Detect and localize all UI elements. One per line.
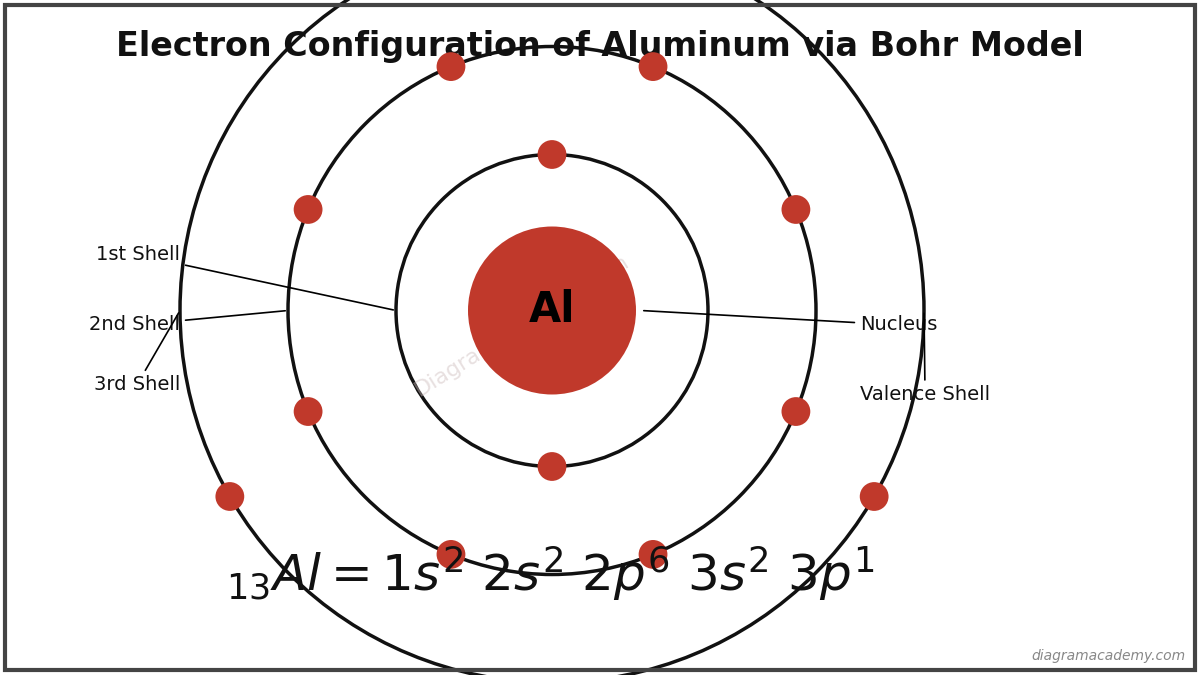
- Text: 3rd Shell: 3rd Shell: [94, 313, 180, 394]
- Text: 2nd Shell: 2nd Shell: [89, 310, 286, 335]
- Circle shape: [538, 452, 566, 481]
- Circle shape: [468, 227, 636, 394]
- Circle shape: [781, 195, 810, 224]
- Circle shape: [437, 540, 466, 569]
- Circle shape: [437, 52, 466, 81]
- Circle shape: [859, 482, 888, 511]
- Text: Al: Al: [529, 290, 575, 331]
- Circle shape: [294, 397, 323, 426]
- Circle shape: [216, 482, 245, 511]
- Text: Diagramacademy.com: Diagramacademy.com: [412, 251, 632, 400]
- Text: $_{13}$$Al = 1s^2\ 2s^2\ 2p^6\ 3s^2\ 3p^1$: $_{13}$$Al = 1s^2\ 2s^2\ 2p^6\ 3s^2\ 3p^…: [226, 544, 875, 603]
- Circle shape: [638, 540, 667, 569]
- Text: 1st Shell: 1st Shell: [96, 246, 394, 310]
- Circle shape: [638, 52, 667, 81]
- Text: Valence Shell: Valence Shell: [860, 313, 990, 404]
- Circle shape: [781, 397, 810, 426]
- Circle shape: [396, 155, 708, 466]
- Text: Nucleus: Nucleus: [643, 310, 937, 335]
- Text: Electron Configuration of Aluminum via Bohr Model: Electron Configuration of Aluminum via B…: [116, 30, 1084, 63]
- Circle shape: [294, 195, 323, 224]
- Circle shape: [538, 140, 566, 169]
- Circle shape: [180, 0, 924, 675]
- Text: diagramacademy.com: diagramacademy.com: [1031, 649, 1186, 663]
- Circle shape: [288, 47, 816, 574]
